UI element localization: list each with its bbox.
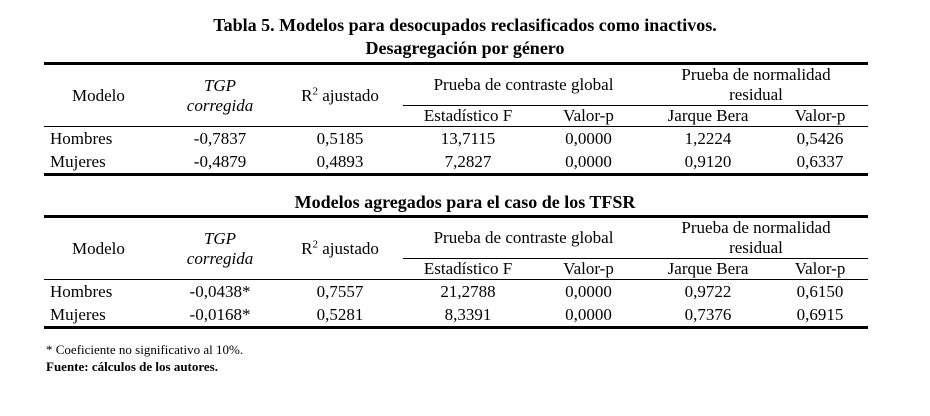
header-valor-p2: Valor-p [772,105,869,127]
cell-f: 7,2827 [403,150,533,176]
header-tgp-line2: corregida [186,95,254,115]
header-normalidad: Prueba de normalidad residual [644,62,869,106]
header-r2-sup: 2 [312,237,318,250]
header-r2-sup: 2 [312,84,318,97]
header-modelo: Modelo [44,62,163,127]
header-tgp: TGP corregida [163,215,277,280]
cell-tgp: -0,7837 [163,126,277,150]
table-row: Mujeres -0,0168* 0,5281 8,3391 0,0000 0,… [44,303,869,329]
header-r2: R2 ajustado [277,62,403,127]
cell-p2: 0,6337 [772,150,869,176]
header-contraste: Prueba de contraste global [403,215,645,259]
subheader-row: Estadístico F Valor-p Jarque Bera Valor-… [44,105,869,127]
header-r2: R2 ajustado [277,215,403,280]
cell-jb: 0,9722 [644,279,773,303]
header-estadistico: Estadístico F [403,258,533,280]
cell-p: 0,0000 [533,303,645,329]
cell-modelo: Hombres [44,279,163,303]
cell-r2: 0,5185 [277,126,403,150]
header-valor-p2: Valor-p [772,258,869,280]
header-tgp-line2: corregida [186,248,254,268]
subheader-row: Estadístico F Valor-p Jarque Bera Valor-… [44,258,869,280]
header-tgp-line1: TGP [203,75,237,95]
cell-jb: 0,9120 [644,150,773,176]
header-jarque: Jarque Bera [644,258,773,280]
header-row: Modelo TGP corregida R2 ajustado Prueba … [44,62,869,127]
cell-p2: 0,5426 [772,126,869,150]
cell-jb: 1,2224 [644,126,773,150]
table-tfsr: Modelo TGP corregida R2 ajustado Prueba … [44,215,869,329]
header-r2-base: R [301,85,313,105]
header-modelo: Modelo [44,215,163,280]
cell-f: 13,7115 [403,126,533,150]
cell-f: 8,3391 [403,303,533,329]
table-title: Tabla 5. Modelos para desocupados reclas… [213,15,717,35]
header-normalidad: Prueba de normalidad residual [644,215,869,259]
cell-p: 0,0000 [533,126,645,150]
header-normalidad-line1: Prueba de normalidad [681,65,831,84]
header-normalidad-line1: Prueba de normalidad [681,218,831,237]
table-subtitle: Desagregación por género [365,38,565,58]
header-r2-rest: ajustado [317,85,379,105]
cell-p: 0,0000 [533,150,645,176]
cell-p2: 0,6150 [772,279,869,303]
header-tgp: TGP corregida [163,62,277,127]
table-gender: Modelo TGP corregida R2 ajustado Prueba … [44,62,869,176]
footnote: * Coeficiente no significativo al 10%. [46,342,244,357]
cell-tgp: -0,4879 [163,150,277,176]
cell-r2: 0,4893 [277,150,403,176]
cell-r2: 0,7557 [277,279,403,303]
header-r2-base: R [301,238,313,258]
header-valor-p: Valor-p [533,105,645,127]
header-valor-p: Valor-p [533,258,645,280]
cell-p2: 0,6915 [772,303,869,329]
cell-modelo: Mujeres [44,303,163,329]
header-jarque: Jarque Bera [644,105,773,127]
header-r2-rest: ajustado [317,238,379,258]
header-estadistico: Estadístico F [403,105,533,127]
cell-f: 21,2788 [403,279,533,303]
table-row: Mujeres -0,4879 0,4893 7,2827 0,0000 0,9… [44,150,869,176]
header-normalidad-line2: residual [729,238,783,257]
table-row: Hombres -0,0438* 0,7557 21,2788 0,0000 0… [44,279,869,303]
cell-p: 0,0000 [533,279,645,303]
header-row: Modelo TGP corregida R2 ajustado Prueba … [44,215,869,280]
cell-tgp: -0,0168* [163,303,277,329]
cell-r2: 0,5281 [277,303,403,329]
cell-modelo: Mujeres [44,150,163,176]
header-tgp-line1: TGP [203,228,237,248]
cell-modelo: Hombres [44,126,163,150]
cell-jb: 0,7376 [644,303,773,329]
table-row: Hombres -0,7837 0,5185 13,7115 0,0000 1,… [44,126,869,150]
header-normalidad-line2: residual [729,85,783,104]
header-contraste: Prueba de contraste global [403,62,645,106]
section-title: Modelos agregados para el caso de los TF… [294,192,636,212]
cell-tgp: -0,0438* [163,279,277,303]
source-note: Fuente: cálculos de los autores. [46,359,218,374]
